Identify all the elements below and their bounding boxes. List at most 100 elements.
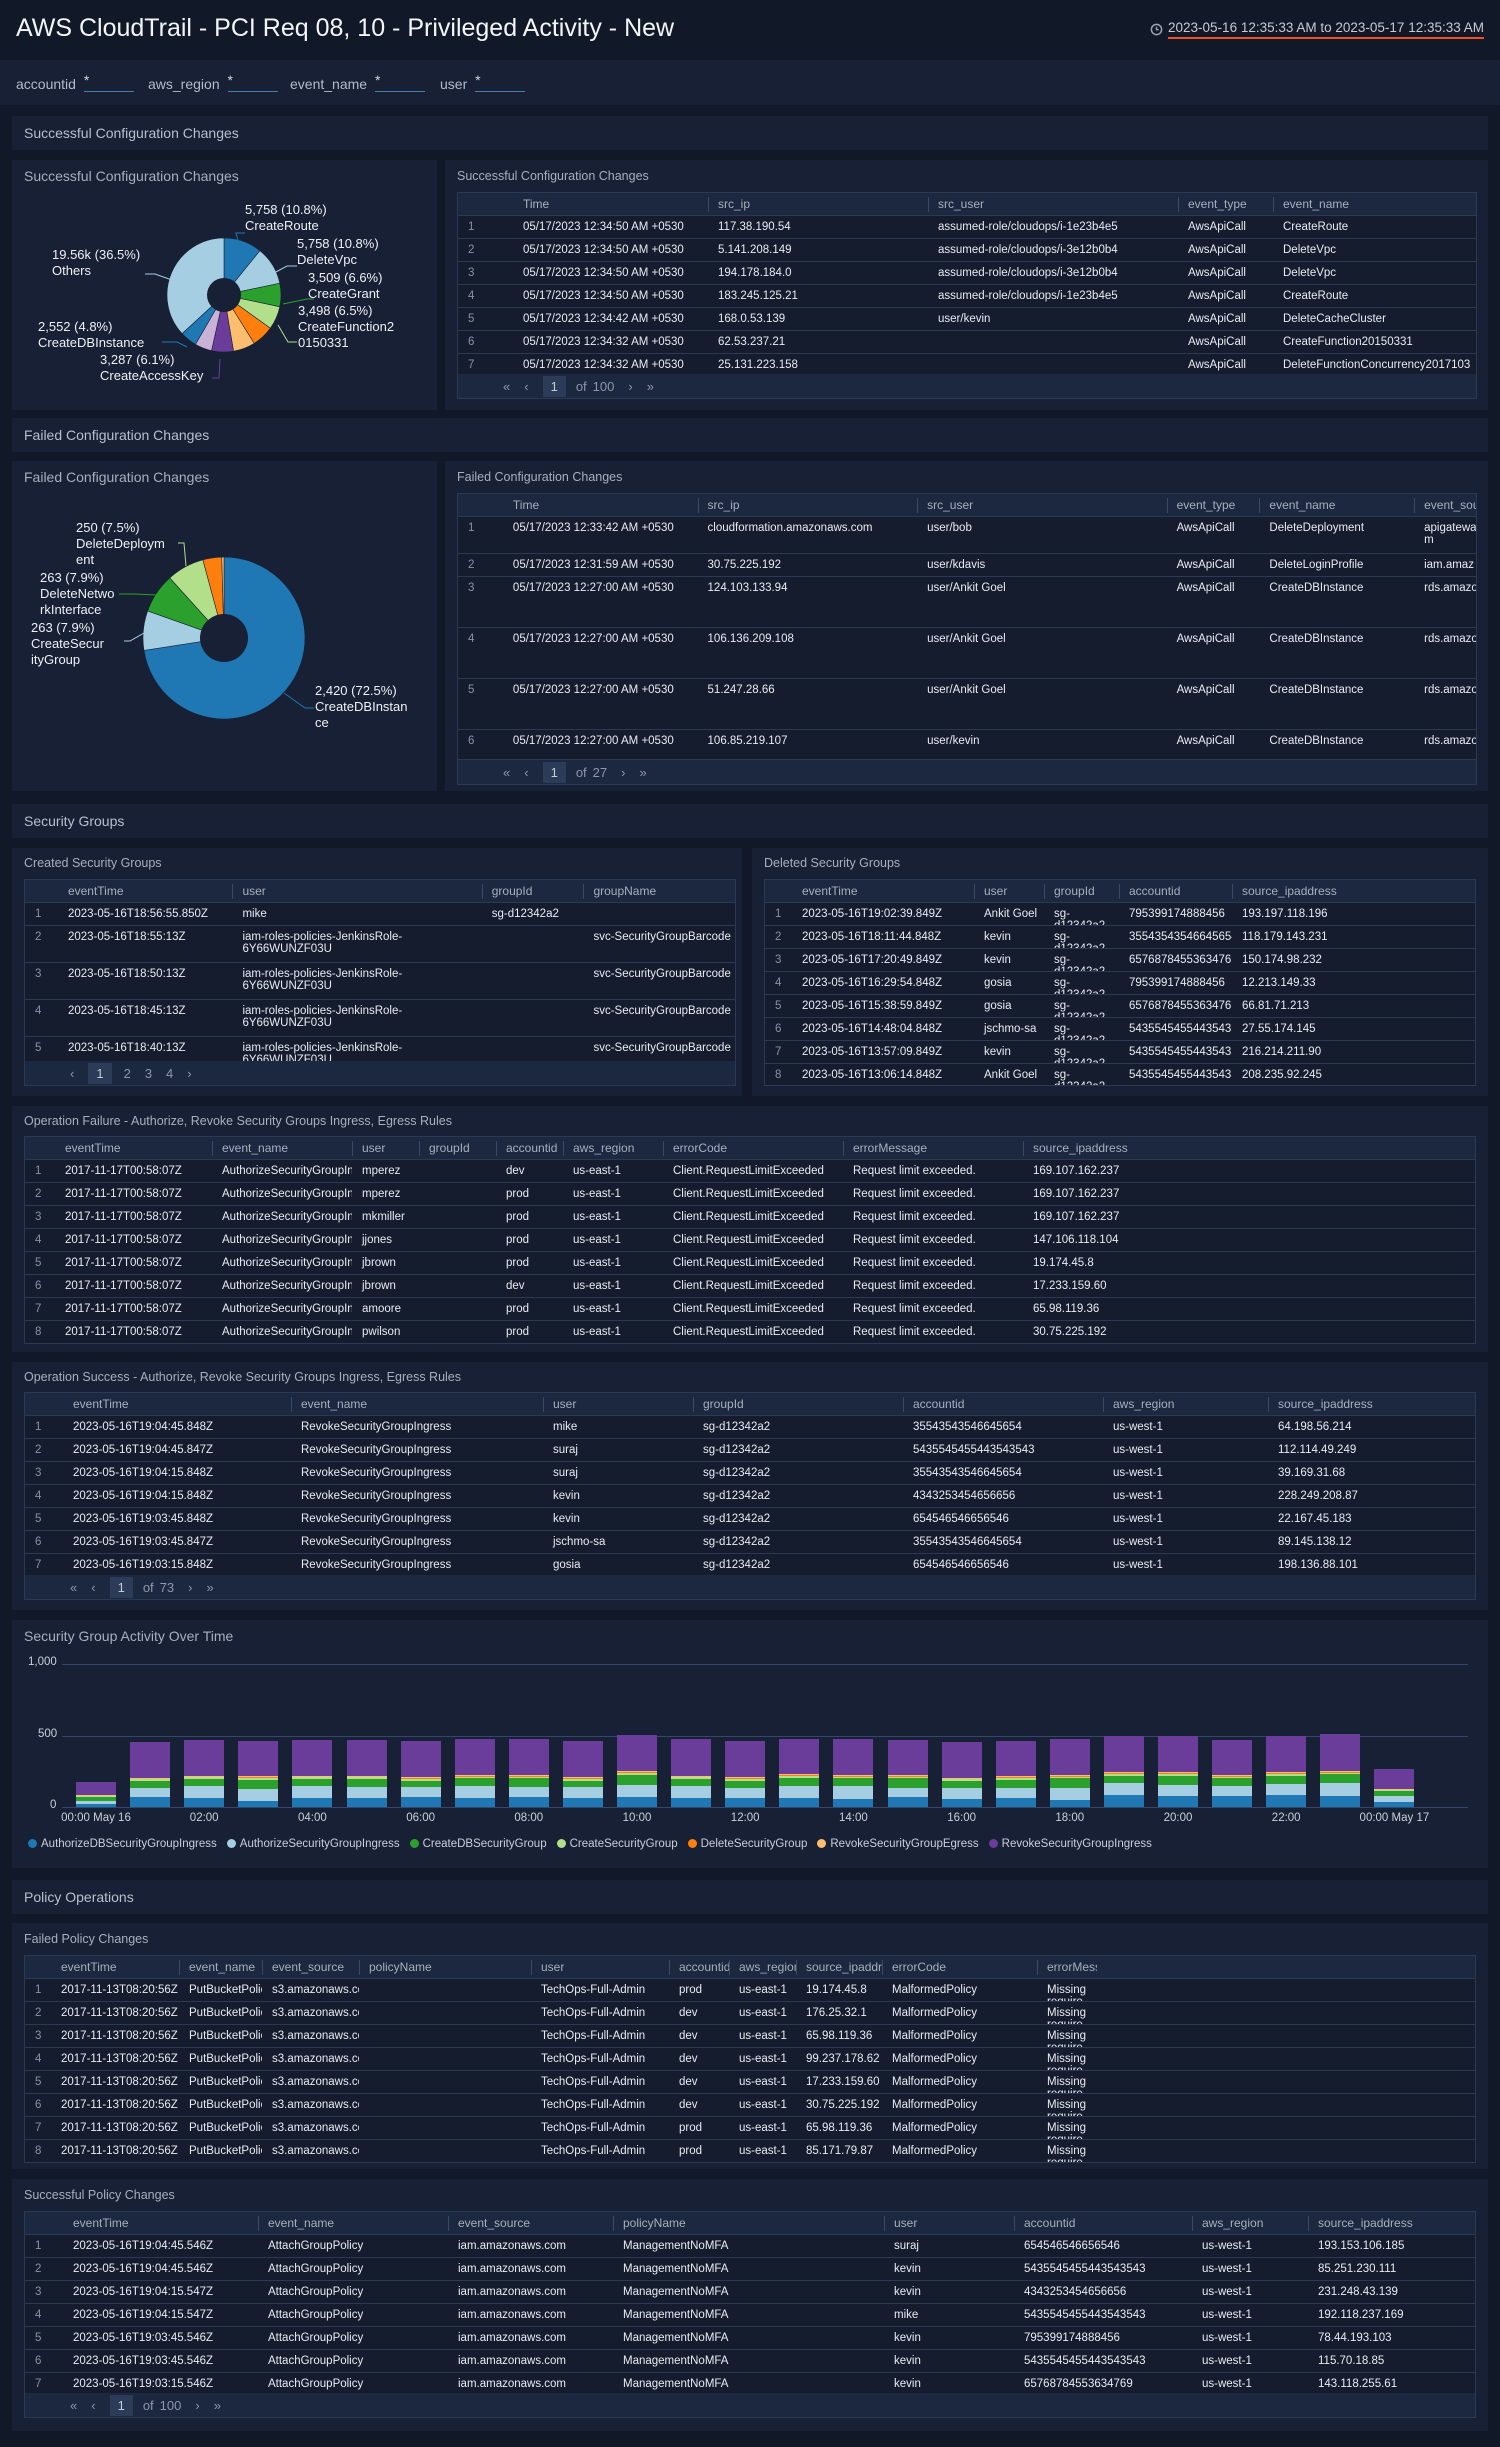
bar-segment[interactable] [617, 1771, 657, 1773]
table-row[interactable]: 3 05/17/2023 12:34:50 AM +0530 194.178.184… [458, 262, 1476, 285]
bar-segment[interactable] [725, 1780, 766, 1788]
current-page[interactable]: 1 [109, 2394, 133, 2416]
table-row[interactable]: 1 05/17/2023 12:34:50 AM +0530 117.38.190.… [458, 216, 1476, 239]
table-row[interactable]: 2 2017-11-13T08:20:56Z PutBucketPolicy s3.a… [25, 2002, 1475, 2025]
col-event-source[interactable]: event_source [262, 1956, 359, 1978]
first-page-button[interactable]: « [503, 764, 511, 780]
table-row[interactable]: 6 2017-11-13T08:20:56Z PutBucketPolicy s3.a… [25, 2094, 1475, 2117]
bar-segment[interactable] [562, 1777, 603, 1778]
bar-segment[interactable] [887, 1778, 928, 1788]
col-group-name[interactable]: groupName [583, 880, 735, 902]
bar-segment[interactable] [562, 1778, 603, 1781]
prev-page-button[interactable]: ‹ [524, 378, 529, 394]
bar-segment[interactable] [1049, 1788, 1090, 1800]
bar-segment[interactable] [346, 1776, 387, 1780]
table-row[interactable]: 4 2023-05-16T19:04:15.547Z AttachGroupPoli… [25, 2304, 1475, 2327]
bar-segment[interactable] [130, 1778, 171, 1780]
bar-segment[interactable] [941, 1781, 982, 1788]
first-page-button[interactable]: « [70, 1579, 78, 1595]
bar-segment[interactable] [941, 1778, 982, 1780]
table-row[interactable]: 1 05/17/2023 12:33:42 AM +0530 cloudformat… [458, 517, 1476, 554]
col-group-id[interactable]: groupId [1044, 880, 1119, 902]
bar-segment[interactable] [292, 1776, 333, 1780]
bar-segment[interactable] [1374, 1796, 1415, 1802]
bar-segment[interactable] [1103, 1772, 1144, 1773]
bar-segment[interactable] [130, 1777, 171, 1779]
first-page-button[interactable]: « [503, 378, 511, 394]
table-row[interactable]: 1 2023-05-16T19:04:45.546Z AttachGroupPoli… [25, 2235, 1475, 2258]
bar-segment[interactable] [1374, 1801, 1415, 1807]
col-event-type[interactable]: event_type [1166, 494, 1260, 516]
bar-segment[interactable] [1212, 1739, 1253, 1775]
table-row[interactable]: 3 2017-11-13T08:20:56Z PutBucketPolicy s3.a… [25, 2025, 1475, 2048]
bar-segment[interactable] [779, 1798, 820, 1807]
bar-segment[interactable] [238, 1740, 279, 1777]
bar-segment[interactable] [184, 1776, 225, 1777]
bar-segment[interactable] [1103, 1775, 1144, 1784]
col-src-user[interactable]: src_user [928, 193, 1178, 215]
col-event-time[interactable]: eventTime [73, 1397, 129, 1411]
bar-segment[interactable] [400, 1780, 441, 1787]
bar-segment[interactable] [833, 1738, 874, 1775]
col-event-name[interactable]: event_name [258, 2212, 448, 2234]
bar-segment[interactable] [941, 1787, 982, 1800]
bar-segment[interactable] [508, 1774, 549, 1776]
bar-segment[interactable] [292, 1785, 333, 1799]
table-row[interactable]: 5 2023-05-16T15:38:59.849Z gosia sg-d12342a… [765, 995, 1475, 1018]
table-row[interactable]: 7 2017-11-13T08:20:56Z PutBucketPolicy s3.a… [25, 2117, 1475, 2140]
bar-segment[interactable] [1266, 1772, 1307, 1773]
table-row[interactable]: 5 05/17/2023 12:34:42 AM +0530 168.0.53.13… [458, 308, 1476, 331]
table-row[interactable]: 4 2023-05-16T16:29:54.848Z gosia sg-d12342a… [765, 972, 1475, 995]
bar-segment[interactable] [671, 1798, 712, 1807]
bar-segment[interactable] [238, 1779, 279, 1790]
col-event-type[interactable]: event_type [1178, 193, 1273, 215]
col-aws-region[interactable]: aws_region [563, 1137, 663, 1159]
bar-segment[interactable] [130, 1796, 171, 1807]
bar-segment[interactable] [833, 1799, 874, 1807]
bar-segment[interactable] [130, 1742, 171, 1778]
success-pie-chart[interactable] [12, 160, 437, 410]
bar-segment[interactable] [1158, 1773, 1198, 1776]
table-row[interactable]: 5 2023-05-16T19:03:45.546Z AttachGroupPoli… [25, 2327, 1475, 2350]
col-user[interactable]: user [884, 2212, 1014, 2234]
col-account-id[interactable]: accountid [1014, 2212, 1192, 2234]
col-account-id[interactable]: accountid [496, 1137, 563, 1159]
col-event-time[interactable]: eventTime [73, 2216, 129, 2230]
table-row[interactable]: 6 2023-05-16T14:48:04.848Z jschmo-sa sg-d12… [765, 1018, 1475, 1041]
col-event-name[interactable]: event_name [212, 1137, 352, 1159]
bar-segment[interactable] [76, 1804, 116, 1807]
col-src-user[interactable]: src_user [917, 494, 1167, 516]
col-event-time[interactable]: eventTime [65, 1141, 121, 1155]
bar-segment[interactable] [1320, 1771, 1361, 1773]
bar-segment[interactable] [941, 1777, 982, 1779]
bar-segment[interactable] [617, 1772, 657, 1775]
page-2[interactable]: 2 [123, 1065, 131, 1081]
bar-segment[interactable] [508, 1796, 549, 1807]
col-group-id[interactable]: groupId [693, 1393, 903, 1415]
bar-segment[interactable] [292, 1798, 333, 1807]
legend-item[interactable]: AuthorizeSecurityGroupIngress [226, 1838, 400, 1850]
col-src-ip[interactable]: src_ip [697, 494, 918, 516]
table-row[interactable]: 4 2017-11-13T08:20:56Z PutBucketPolicy s3.a… [25, 2048, 1475, 2071]
col-user[interactable]: user [232, 880, 481, 902]
bar-segment[interactable] [671, 1775, 712, 1777]
bar-segment[interactable] [1266, 1773, 1307, 1776]
bar-segment[interactable] [184, 1776, 225, 1780]
table-row[interactable]: 5 2023-05-16T19:03:45.848Z RevokeSecurityG… [25, 1508, 1475, 1531]
legend-item[interactable]: RevokeSecurityGroupEgress [817, 1838, 979, 1850]
bar-segment[interactable] [1049, 1799, 1090, 1807]
bar-segment[interactable] [508, 1778, 549, 1787]
bar-segment[interactable] [508, 1776, 549, 1779]
bar-segment[interactable] [346, 1779, 387, 1787]
bar-segment[interactable] [887, 1787, 928, 1797]
table-row[interactable]: 2 2017-11-17T00:58:07Z AuthorizeSecurityGr… [25, 1183, 1475, 1206]
bar-segment[interactable] [346, 1786, 387, 1799]
bar-segment[interactable] [941, 1779, 982, 1782]
current-page[interactable]: 1 [109, 1576, 133, 1598]
bar-segment[interactable] [617, 1796, 657, 1807]
bar-segment[interactable] [725, 1787, 766, 1798]
col-time[interactable]: Time [512, 498, 540, 512]
bar-segment[interactable] [346, 1776, 387, 1777]
bar-segment[interactable] [238, 1776, 279, 1778]
stacked-bars[interactable] [12, 1620, 1488, 1810]
